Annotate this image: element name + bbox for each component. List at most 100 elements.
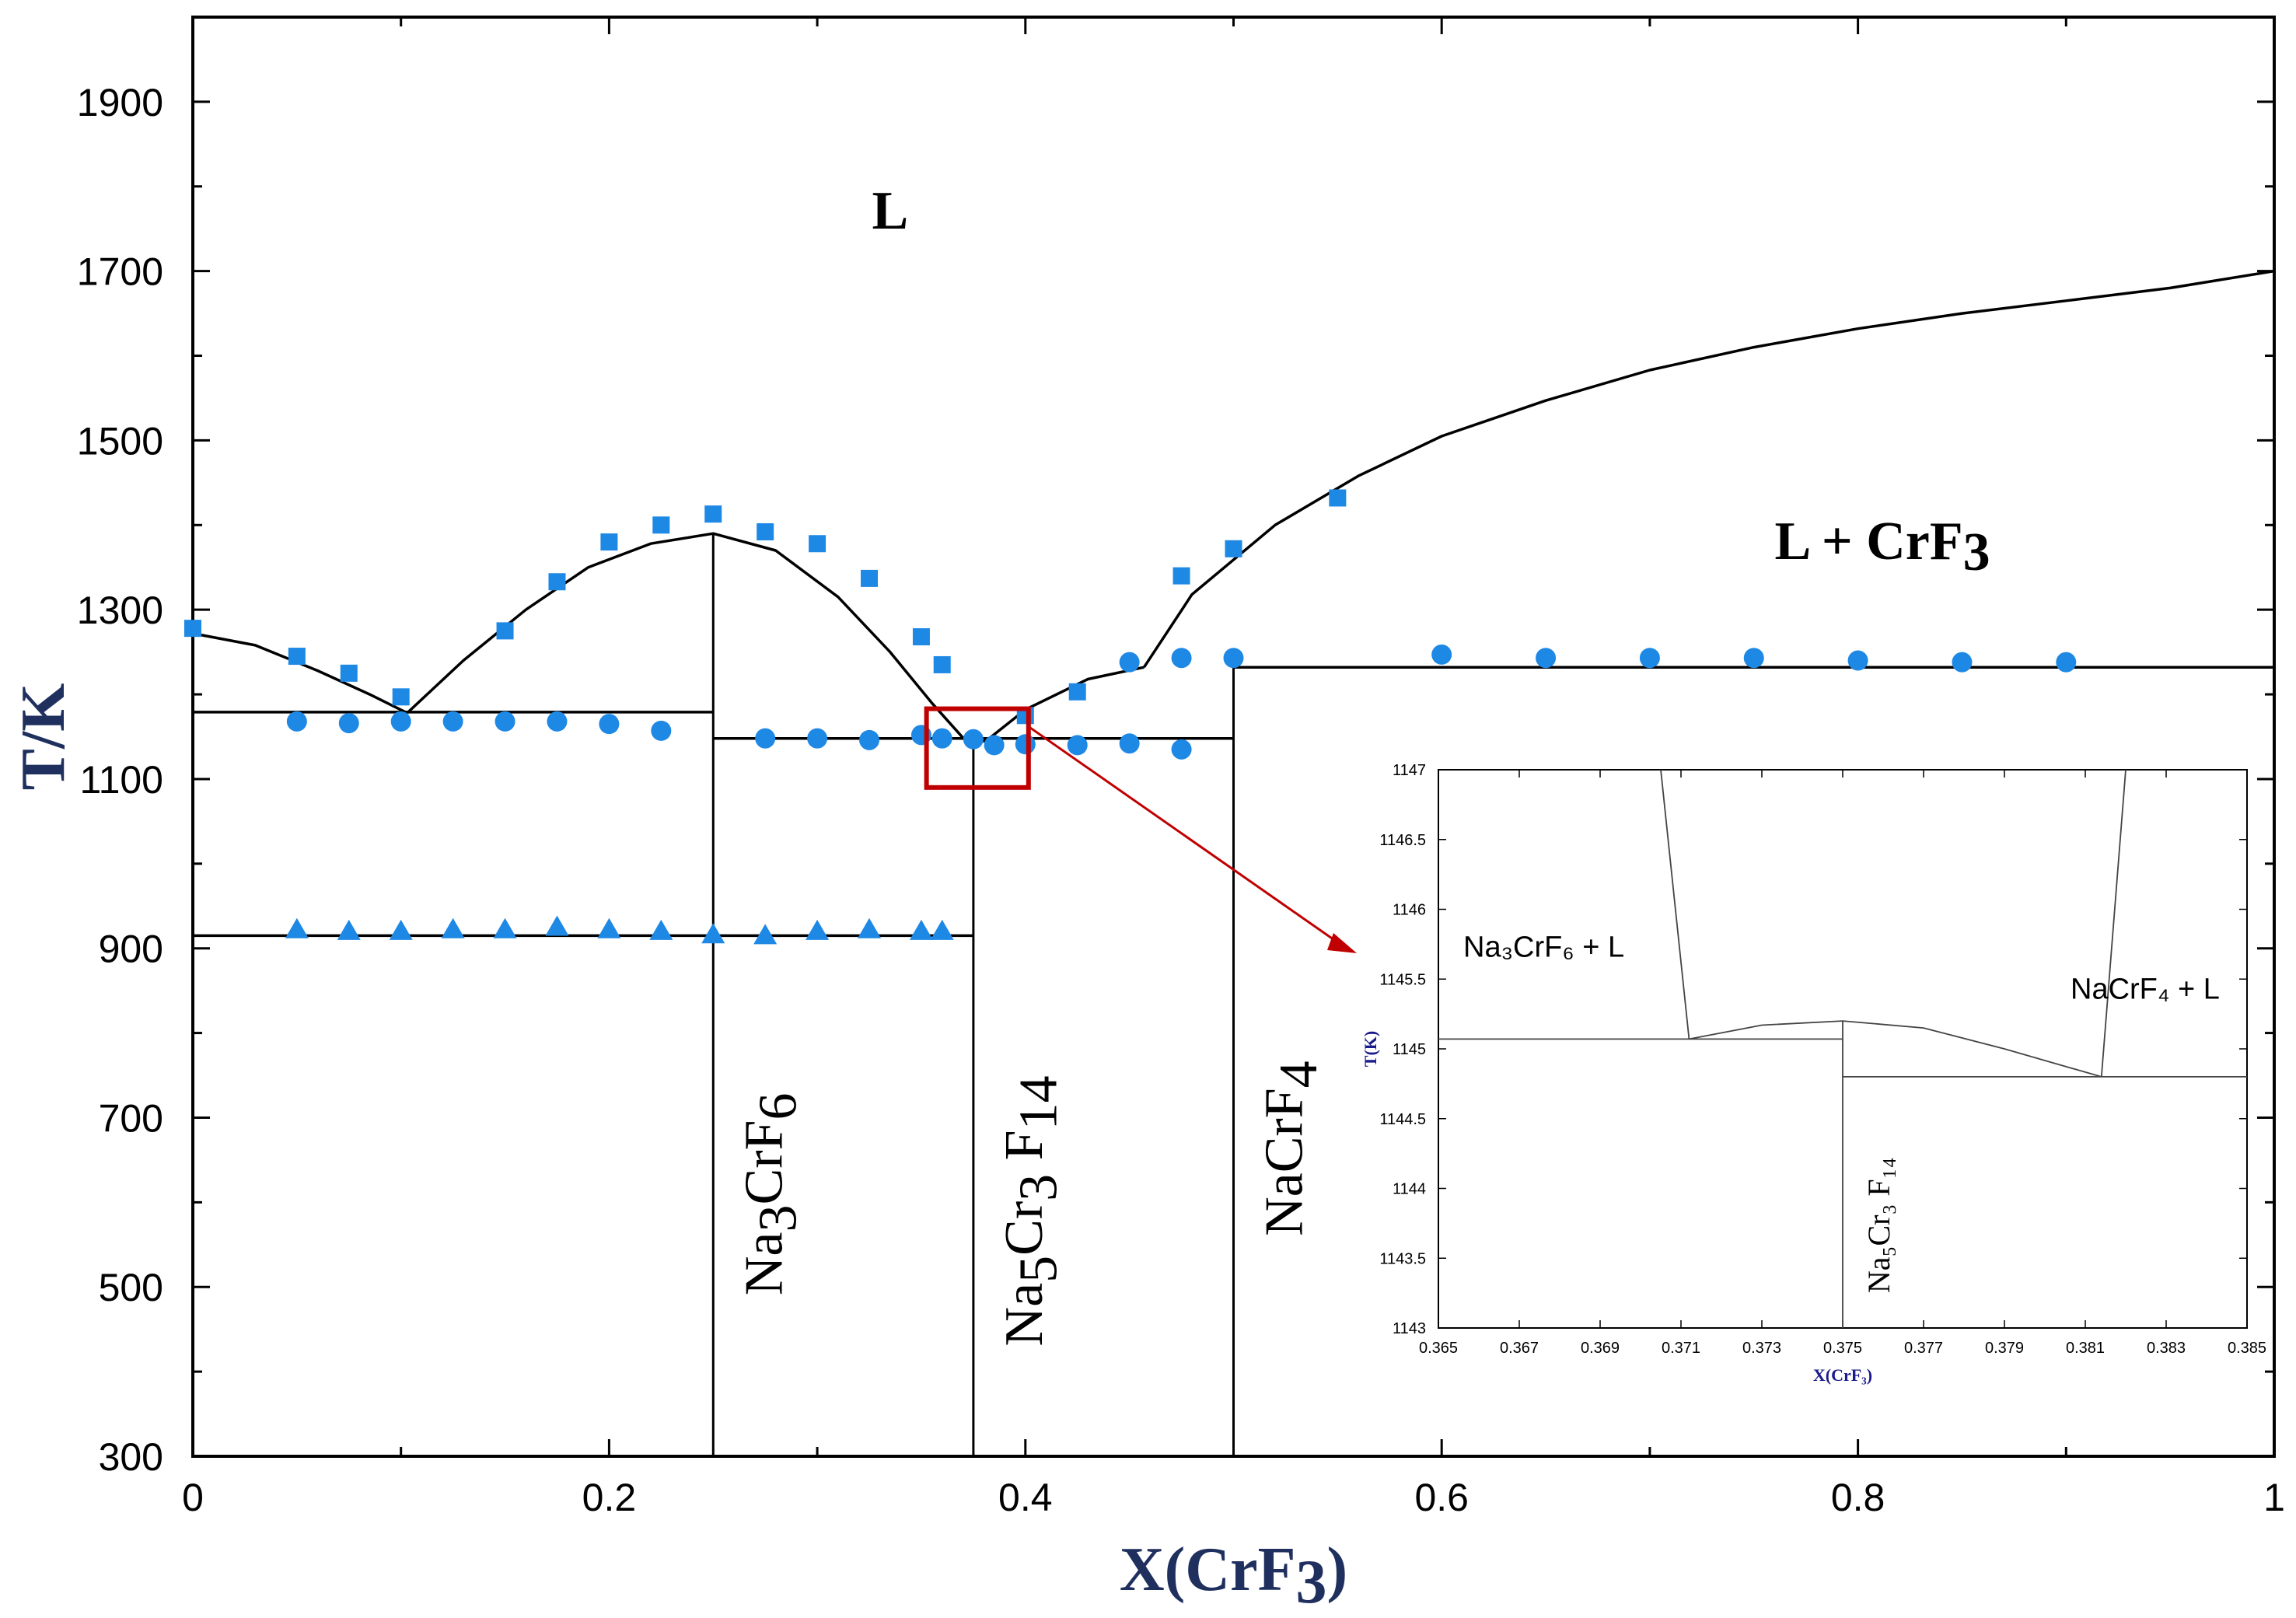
circle-point xyxy=(963,729,984,750)
triangle-point xyxy=(493,917,517,938)
inset-x-tick-label: 0.383 xyxy=(2147,1340,2186,1357)
circle-point xyxy=(931,728,952,749)
inset-y-tick-label: 1147 xyxy=(1393,762,1426,779)
inset-x-tick-label: 0.379 xyxy=(1985,1340,2024,1357)
inset-x-axis-title: X(CrF₃) xyxy=(1813,1365,1872,1385)
circle-point xyxy=(1223,648,1244,669)
y-tick-label: 500 xyxy=(99,1266,163,1309)
y-tick-label: 1700 xyxy=(77,250,163,294)
liquidus-left-line xyxy=(192,631,408,715)
circle-point xyxy=(442,711,463,732)
square-point xyxy=(1329,489,1347,507)
inset-y-tick-label: 1146.5 xyxy=(1379,832,1426,849)
square-point xyxy=(496,622,514,640)
triangle-point xyxy=(389,919,413,940)
circle-point xyxy=(1015,734,1036,755)
circle-point xyxy=(1743,648,1764,669)
square-point xyxy=(1068,683,1086,701)
inset-y-tick-label: 1143 xyxy=(1393,1320,1426,1337)
y-tick-label: 1900 xyxy=(77,81,163,124)
circle-point xyxy=(2056,652,2077,673)
circle-point xyxy=(1171,648,1192,669)
liquidus-nacrf4-line xyxy=(984,666,1145,743)
square-point xyxy=(184,620,201,638)
triangle-point xyxy=(597,917,621,938)
y-tick-label: 900 xyxy=(99,928,163,971)
x-tick-label: 0 xyxy=(182,1476,204,1519)
x-tick-label: 0.2 xyxy=(582,1476,637,1519)
circle-point xyxy=(1431,644,1452,665)
circle-point xyxy=(599,714,620,735)
inset-line xyxy=(2100,769,2127,1077)
inset-line xyxy=(1689,1020,2102,1078)
triangle-point xyxy=(649,919,673,940)
inset-y-tick-label: 1145.5 xyxy=(1379,971,1426,988)
inset-x-tick-label: 0.371 xyxy=(1662,1340,1700,1357)
region-label-liquid: L xyxy=(872,181,908,241)
compound-label-na5cr3f14: Na5Cr3 F14 xyxy=(994,1075,1068,1346)
inset-y-axis-title: T(K) xyxy=(1361,1031,1380,1067)
inset-compound-label: Na₅Cr₃ F₁₄ xyxy=(1861,1157,1896,1293)
triangle-point xyxy=(701,923,725,944)
triangle-point xyxy=(909,919,933,940)
y-axis-title: T/K xyxy=(9,683,78,791)
square-point xyxy=(600,533,618,551)
inset-y-tick-label: 1143.5 xyxy=(1379,1250,1426,1267)
y-tick-label: 300 xyxy=(99,1435,163,1479)
inset-x-tick-label: 0.373 xyxy=(1742,1340,1781,1357)
y-tick-label: 1100 xyxy=(79,758,163,802)
triangle-point xyxy=(753,924,778,945)
circle-point xyxy=(984,735,1005,756)
square-point xyxy=(652,516,670,534)
triangle-point xyxy=(337,919,361,940)
square-point xyxy=(340,664,358,682)
square-point xyxy=(757,523,774,541)
square-point xyxy=(704,505,722,523)
inset-y-tick-label: 1144 xyxy=(1393,1181,1426,1198)
square-point xyxy=(288,648,306,666)
inset-x-tick-label: 0.369 xyxy=(1581,1340,1620,1357)
x-tick-label: 0.6 xyxy=(1414,1476,1469,1519)
triangle-point xyxy=(858,917,882,938)
circle-point xyxy=(755,728,776,749)
square-point xyxy=(548,573,566,591)
circle-point xyxy=(859,729,880,750)
circle-point xyxy=(1847,650,1868,671)
square-point xyxy=(392,688,410,706)
inset-x-tick-label: 0.385 xyxy=(2228,1340,2266,1357)
circle-point xyxy=(1952,652,1973,673)
zoom-arrow xyxy=(1027,725,1345,949)
triangle-point xyxy=(930,919,954,940)
circle-point xyxy=(494,711,515,732)
circle-point xyxy=(338,713,359,734)
circle-point xyxy=(651,720,672,741)
x-tick-label: 1 xyxy=(2263,1476,2285,1519)
square-point xyxy=(933,655,951,673)
circle-point xyxy=(1119,733,1140,754)
circle-point xyxy=(807,728,828,749)
inset-y-tick-label: 1145 xyxy=(1393,1041,1426,1058)
triangle-point xyxy=(545,915,569,936)
inset-y-tick-label: 1144.5 xyxy=(1379,1111,1426,1128)
triangle-point xyxy=(441,917,465,938)
inset-y-tick-label: 1146 xyxy=(1393,902,1426,919)
compound-label-nacrf4: NaCrF4 xyxy=(1255,1061,1329,1236)
inset-label-left: Na₃CrF₆ + L xyxy=(1463,931,1624,964)
inset-x-tick-label: 0.367 xyxy=(1500,1340,1539,1357)
square-point xyxy=(1225,540,1242,557)
square-point xyxy=(809,535,826,553)
circle-point xyxy=(1639,648,1660,669)
triangle-point xyxy=(285,917,309,938)
x-tick-label: 0.4 xyxy=(998,1476,1053,1519)
y-tick-label: 700 xyxy=(99,1096,163,1140)
circle-point xyxy=(547,711,568,732)
circle-point xyxy=(1171,739,1192,760)
liquidus-na3crf6-line xyxy=(406,532,966,742)
compound-label-na3crf6: Na3CrF6 xyxy=(734,1093,808,1296)
inset-line xyxy=(1660,769,1690,1040)
x-axis-title: X(CrF3) xyxy=(1120,1536,1347,1616)
circle-point xyxy=(286,711,307,732)
inset-x-tick-label: 0.381 xyxy=(2066,1340,2105,1357)
y-tick-label: 1300 xyxy=(77,589,163,632)
